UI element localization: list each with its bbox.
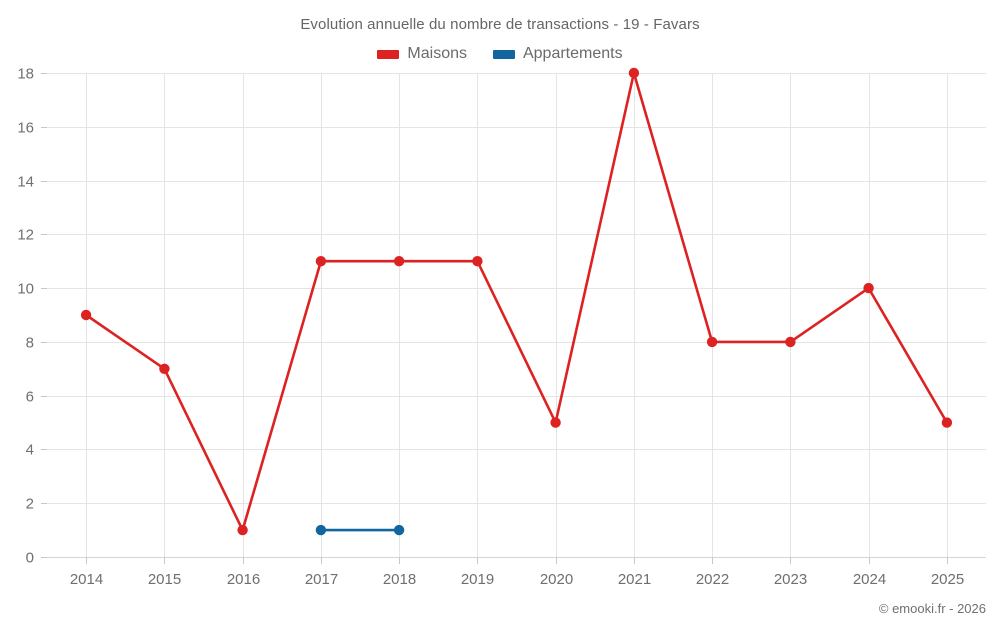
x-axis-ticks: 2014 2015 2016 2017 2018 2019 2020 2021 2022 2023…: [70, 571, 964, 588]
y-tick-label: 6: [26, 389, 34, 406]
x-tick-label: 2020: [540, 571, 573, 588]
footer-credit: © emooki.fr - 2026: [878, 601, 986, 616]
y-tick-label: 12: [17, 227, 34, 244]
x-tick-label: 2014: [70, 571, 103, 588]
data-series-layer: [80, 67, 953, 536]
grid-layer: [41, 73, 986, 564]
legend-item-maisons[interactable]: Maisons: [377, 45, 467, 63]
y-tick-label: 2: [26, 496, 34, 513]
x-tick-label: 2015: [148, 571, 181, 588]
y-tick-label: 14: [17, 174, 34, 191]
legend-swatch-appartements: [492, 49, 515, 59]
chart-legend: Maisons Appartements: [0, 45, 1000, 63]
legend-swatch-maisons: [377, 49, 400, 59]
series-line-maisons: [84, 71, 949, 532]
y-tick-label: 4: [26, 442, 34, 459]
y-tick-label: 18: [17, 66, 34, 83]
data-point-maisons[interactable]: [159, 363, 170, 374]
data-point-maisons[interactable]: [863, 282, 874, 294]
data-point-maisons[interactable]: [628, 67, 640, 79]
x-tick-label: 2025: [931, 571, 964, 588]
x-tick-label: 2023: [774, 571, 807, 588]
chart-title: Evolution annuelle du nombre de transact…: [300, 16, 700, 33]
y-tick-label: 16: [17, 120, 34, 137]
data-point-maisons[interactable]: [706, 336, 718, 348]
data-point-appartements[interactable]: [315, 524, 327, 536]
y-axis-ticks: 0 2 4 6 8 10 12 14 16 18: [17, 66, 34, 567]
data-point-maisons[interactable]: [315, 256, 327, 267]
x-tick-label: 2016: [227, 571, 260, 588]
data-point-maisons[interactable]: [550, 417, 561, 428]
data-point-maisons[interactable]: [941, 417, 953, 428]
x-tick-label: 2024: [853, 571, 886, 588]
y-tick-label: 0: [26, 550, 34, 567]
data-point-maisons[interactable]: [472, 256, 483, 267]
data-point-maisons[interactable]: [393, 256, 405, 267]
x-tick-label: 2017: [305, 571, 338, 588]
y-tick-label: 10: [17, 281, 34, 298]
legend-item-appartements[interactable]: Appartements: [492, 45, 623, 63]
x-tick-label: 2021: [618, 571, 651, 588]
data-point-maisons[interactable]: [237, 524, 248, 536]
data-point-appartements[interactable]: [393, 524, 405, 536]
data-point-maisons[interactable]: [80, 309, 92, 321]
legend-label-appartements: Appartements: [522, 45, 623, 62]
y-tick-label: 8: [26, 335, 34, 352]
data-point-maisons[interactable]: [785, 336, 796, 348]
x-tick-label: 2022: [696, 571, 729, 588]
legend-label-maisons: Maisons: [407, 45, 467, 62]
x-tick-label: 2018: [383, 571, 416, 588]
x-tick-label: 2019: [461, 571, 494, 588]
